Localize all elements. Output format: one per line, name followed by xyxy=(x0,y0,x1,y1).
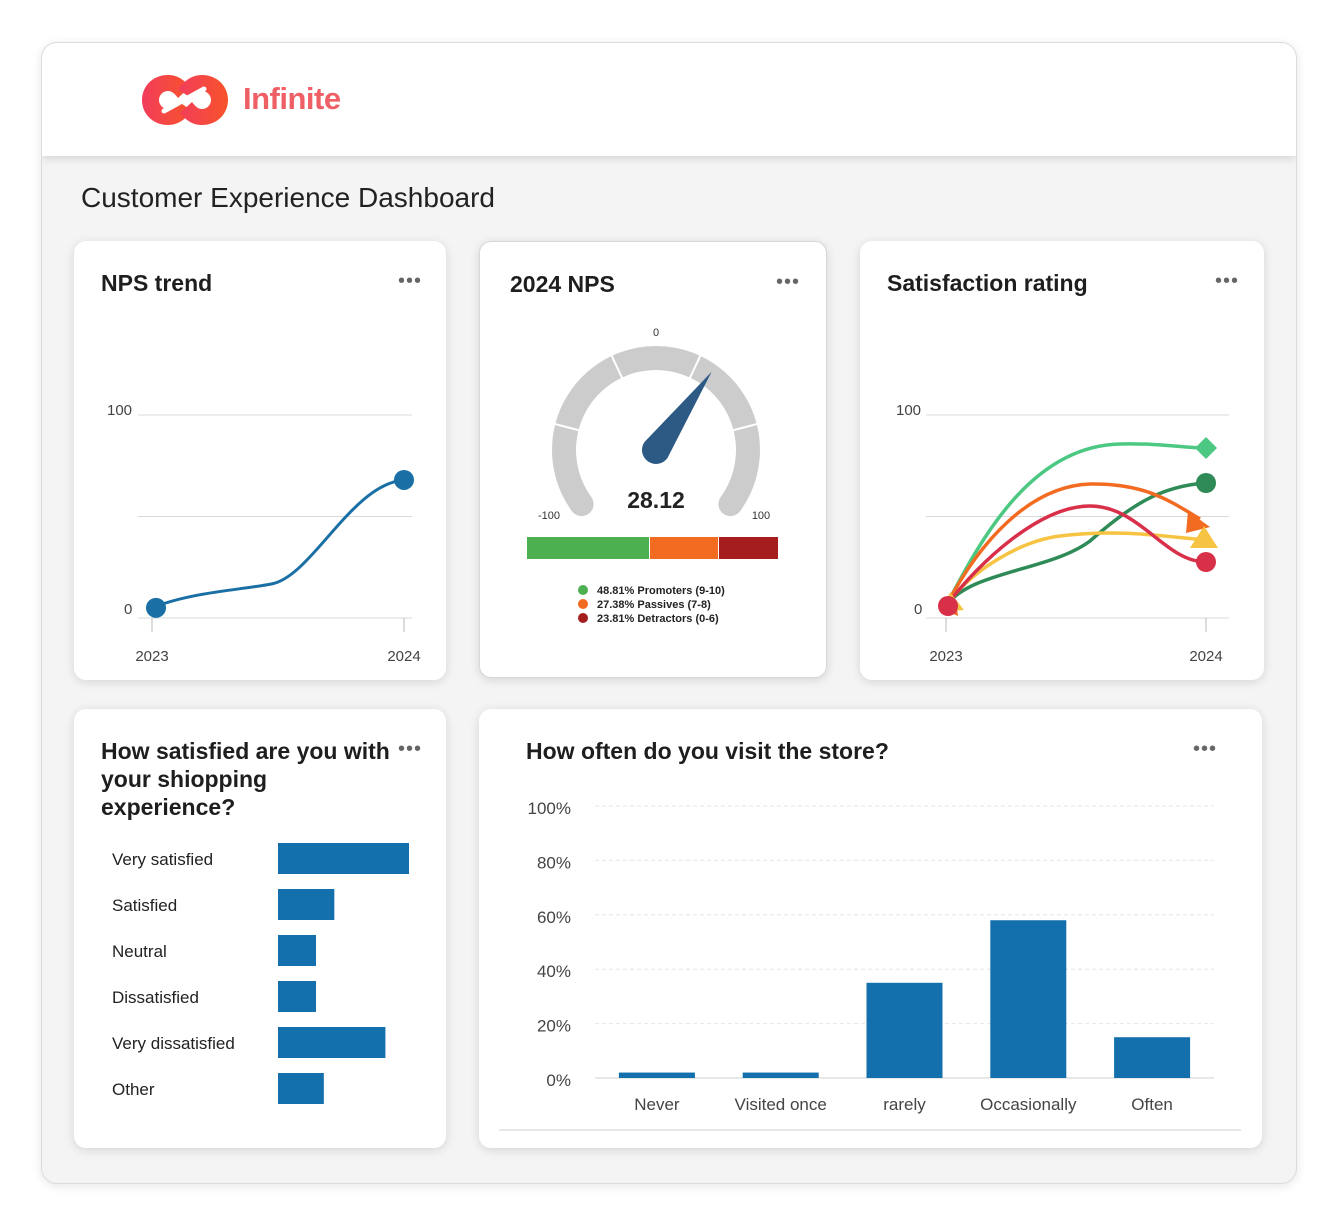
gauge-needle xyxy=(642,371,712,464)
legend-swatch xyxy=(578,613,588,623)
legend-swatch xyxy=(578,599,588,609)
bar-category-label: Satisfied xyxy=(112,896,178,915)
satisfaction-rating-chart: 100 0 2023 2024 xyxy=(896,402,1229,665)
legend-swatch xyxy=(578,585,588,595)
distribution-segment xyxy=(650,537,718,559)
bar xyxy=(866,982,943,1078)
x-tick-label: Occasionally xyxy=(980,1095,1077,1114)
x-tick-label: Often xyxy=(1131,1095,1173,1114)
nps-2024-card: 2024 NPS ••• 28.12 0 -100 100 48.81% Promote… xyxy=(479,241,827,678)
distribution-segment xyxy=(527,537,650,559)
series-marker xyxy=(1190,526,1218,548)
x-tick-label: 2023 xyxy=(135,648,168,665)
gauge-separator xyxy=(553,422,581,432)
more-options-icon[interactable]: ••• xyxy=(776,271,801,293)
card-title: Satisfaction rating xyxy=(887,270,1088,296)
bar xyxy=(278,889,335,920)
bar xyxy=(618,1072,695,1078)
y-tick-label: 0 xyxy=(914,601,922,618)
bar-category-label: Other xyxy=(112,1080,155,1099)
x-tick-label: 2024 xyxy=(1189,648,1222,665)
satisfaction-rating-card: Satisfaction rating ••• 100 0 2023 2024 xyxy=(860,241,1264,680)
bar xyxy=(278,935,316,966)
gauge-value: 28.12 xyxy=(627,487,685,513)
gauge-separator xyxy=(731,422,759,432)
x-tick-label: 2023 xyxy=(929,648,962,665)
series-line xyxy=(944,531,1207,607)
trend-line xyxy=(151,478,405,610)
shopping-satisfaction-card: How satisfied are you with your shioppin… xyxy=(74,709,446,1148)
gauge-separator xyxy=(688,353,703,380)
app-header: Infinite xyxy=(42,43,1296,156)
store-visits-chart: 100% 80% 60% 40% 20% 0% Never Visited once rarel… xyxy=(499,799,1241,1131)
data-point xyxy=(394,469,414,490)
x-tick-label: Visited once xyxy=(735,1095,827,1114)
bar xyxy=(278,981,316,1012)
y-tick-label: 80% xyxy=(537,853,571,872)
y-tick-label: 60% xyxy=(537,908,571,927)
bar xyxy=(742,1072,819,1078)
y-tick-label: 100 xyxy=(896,402,921,419)
page-title: Customer Experience Dashboard xyxy=(81,182,495,213)
legend-label: 48.81% Promoters (9-10) xyxy=(597,585,725,597)
y-tick-label: 0 xyxy=(124,601,132,618)
distribution-segment xyxy=(718,537,778,559)
card-title: How satisfied are you with your shioppin… xyxy=(101,738,390,820)
bar-category-label: Very dissatisfied xyxy=(112,1034,235,1053)
x-tick-label: 2024 xyxy=(387,648,420,665)
store-visits-card: How often do you visit the store? ••• 10… xyxy=(479,709,1262,1148)
legend-label: 23.81% Detractors (0-6) xyxy=(597,613,719,625)
app-name: Infinite xyxy=(243,81,341,116)
x-tick-label: rarely xyxy=(883,1095,926,1114)
series-line xyxy=(944,482,1201,607)
y-tick-label: 100% xyxy=(528,799,571,818)
bar-category-label: Neutral xyxy=(112,942,167,961)
y-tick-label: 40% xyxy=(537,962,571,981)
series-line xyxy=(944,504,1207,608)
bar-category-label: Dissatisfied xyxy=(112,988,199,1007)
bar xyxy=(278,843,409,874)
y-tick-label: 0% xyxy=(546,1071,571,1090)
nps-trend-card: NPS trend ••• 100 0 2023 2024 xyxy=(74,241,446,680)
y-tick-label: 100 xyxy=(107,402,132,419)
gauge-tick-label: -100 xyxy=(538,510,560,522)
more-options-icon[interactable]: ••• xyxy=(398,738,423,760)
card-title: How often do you visit the store? xyxy=(526,738,889,764)
gauge-track xyxy=(552,346,760,517)
y-tick-label: 20% xyxy=(537,1017,571,1036)
series-marker xyxy=(1196,473,1216,493)
gauge-separator xyxy=(609,353,624,380)
series-marker xyxy=(938,596,958,616)
card-title: NPS trend xyxy=(101,270,213,296)
more-options-icon[interactable]: ••• xyxy=(1215,270,1240,292)
series-line xyxy=(944,442,1207,607)
bar xyxy=(1114,1037,1191,1078)
nps-trend-chart: 100 0 2023 2024 xyxy=(107,402,421,665)
bar xyxy=(278,1027,386,1058)
series-line xyxy=(944,481,1207,608)
gauge-tick-label: 0 xyxy=(653,327,659,339)
series-marker xyxy=(1196,552,1216,572)
series-marker xyxy=(1195,437,1217,459)
more-options-icon[interactable]: ••• xyxy=(1193,738,1218,760)
infinite-logo-icon xyxy=(142,75,228,125)
nps-gauge-chart: 28.12 0 -100 100 48.81% Promoters (9-10) 27.3… xyxy=(527,327,778,625)
shopping-satisfaction-chart xyxy=(278,843,409,1104)
more-options-icon[interactable]: ••• xyxy=(398,270,423,292)
gauge-tick-label: 100 xyxy=(752,510,770,522)
legend-label: 27.38% Passives (7-8) xyxy=(597,599,711,611)
x-tick-label: Never xyxy=(634,1095,680,1114)
data-point xyxy=(146,597,166,618)
series-marker xyxy=(1186,511,1210,533)
bar-category-label: Very satisfied xyxy=(112,850,214,869)
card-title: 2024 NPS xyxy=(510,271,615,297)
bar xyxy=(990,920,1067,1078)
bar xyxy=(278,1073,324,1104)
